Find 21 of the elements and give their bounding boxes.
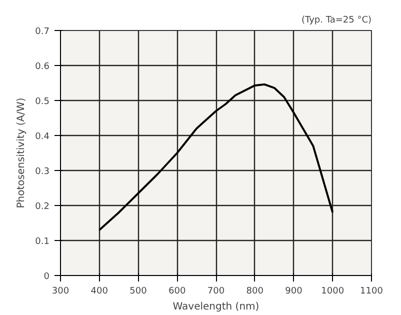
y-tick-label: 0.2 bbox=[35, 202, 50, 212]
x-tick-label: 900 bbox=[285, 286, 303, 296]
x-tick-label: 800 bbox=[246, 286, 264, 296]
x-tick-label: 700 bbox=[207, 286, 225, 296]
y-axis-title: Photosensitivity (A/W) bbox=[16, 98, 28, 208]
y-tick-label: 0.4 bbox=[35, 132, 50, 142]
y-tick-label: 0.7 bbox=[35, 27, 50, 37]
x-tick-label: 1000 bbox=[321, 286, 344, 296]
y-tick-label: 0.6 bbox=[35, 62, 50, 72]
x-axis-title: Wavelength (nm) bbox=[172, 302, 260, 312]
x-tick-label: 600 bbox=[168, 286, 186, 296]
y-tick-label: 0 bbox=[44, 272, 50, 282]
x-tick-label: 500 bbox=[130, 286, 148, 296]
y-tick-label: 0.5 bbox=[35, 97, 50, 107]
x-tick-label: 400 bbox=[90, 286, 108, 296]
x-tick-label: 1100 bbox=[360, 286, 384, 296]
line-series bbox=[98, 83, 334, 231]
x-tick-label: 300 bbox=[52, 286, 70, 296]
y-tick-label: 0.3 bbox=[35, 167, 50, 177]
text: (Typ. Ta=25 °C) bbox=[301, 16, 372, 26]
y-tick-label: 0.1 bbox=[35, 237, 50, 247]
